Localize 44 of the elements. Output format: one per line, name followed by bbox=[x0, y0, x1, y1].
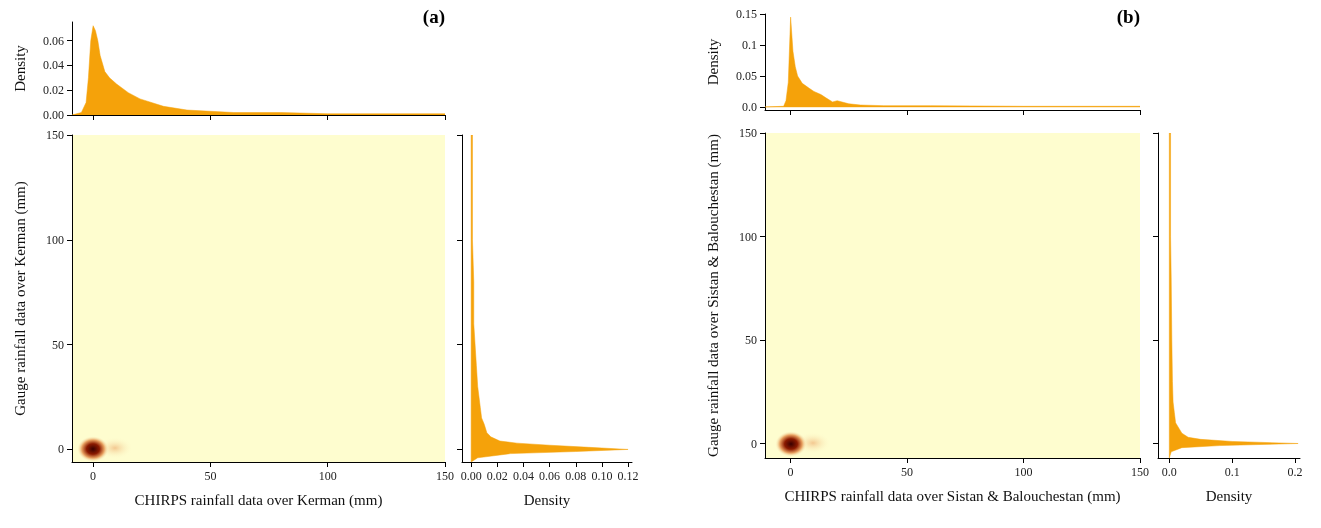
y-tick-label: 100 bbox=[739, 229, 757, 244]
x-tick-label: 0.08 bbox=[565, 469, 587, 483]
y-tick-label: 0.1 bbox=[742, 37, 757, 52]
x-tick-label: 150 bbox=[436, 469, 454, 483]
y-axis-title: Density bbox=[11, 44, 28, 92]
y-tick-label: 0.06 bbox=[43, 33, 64, 48]
y-tick-label: 0.02 bbox=[43, 83, 64, 98]
y-tick-label: 100 bbox=[46, 232, 64, 247]
x-axis-title: Density bbox=[523, 491, 571, 508]
chart-title: (a) bbox=[422, 6, 445, 28]
x-tick-label: 0 bbox=[90, 469, 97, 483]
y-tick-label: 0.00 bbox=[43, 108, 64, 122]
x-tick-label: 0 bbox=[787, 465, 794, 479]
x-tick-label: 0.10 bbox=[591, 469, 613, 483]
x-tick-label: 50 bbox=[204, 469, 217, 483]
y-tick-label: 0 bbox=[751, 436, 757, 451]
x-tick-label: 0.2 bbox=[1287, 465, 1303, 479]
y-tick-label: 0 bbox=[58, 442, 64, 457]
x-tick-label: 0.1 bbox=[1224, 465, 1240, 479]
y-tick-label: 150 bbox=[739, 126, 757, 140]
x-axis-title: CHIRPS rainfall data over Sistan & Balouchestan (mm) bbox=[784, 487, 1121, 505]
x-tick-label: 50 bbox=[901, 465, 914, 479]
x-tick-label: 0.06 bbox=[539, 469, 561, 483]
y-tick-label: 0.05 bbox=[736, 68, 757, 83]
x-tick-label: 0.04 bbox=[512, 469, 534, 483]
y-tick-label: 0.04 bbox=[43, 58, 64, 73]
x-axis-title: CHIRPS rainfall data over Kerman (mm) bbox=[134, 491, 383, 509]
x-tick-label: 0.12 bbox=[617, 469, 639, 483]
y-tick-label: 0.0 bbox=[742, 99, 757, 114]
x-tick-label: 100 bbox=[1014, 465, 1033, 479]
y-tick-label: 50 bbox=[745, 333, 757, 348]
y-axis-title: Gauge rainfall data over Sistan & Balouchestan (mm) bbox=[704, 134, 722, 457]
y-tick-label: 50 bbox=[52, 337, 64, 352]
chart-title: (b) bbox=[1116, 6, 1141, 28]
y-tick-label: 0.15 bbox=[736, 7, 757, 21]
y-axis-title: Density bbox=[704, 38, 721, 86]
y-tick-label: 150 bbox=[46, 128, 64, 142]
x-tick-label: 0.0 bbox=[1161, 465, 1177, 479]
x-tick-label: 100 bbox=[318, 469, 337, 483]
x-axis-title: Density bbox=[1205, 487, 1253, 504]
y-axis-title: Gauge rainfall data over Kerman (mm) bbox=[11, 181, 29, 416]
x-tick-label: 0.00 bbox=[460, 469, 482, 483]
x-tick-label: 150 bbox=[1131, 465, 1149, 479]
x-tick-label: 0.02 bbox=[486, 469, 508, 483]
